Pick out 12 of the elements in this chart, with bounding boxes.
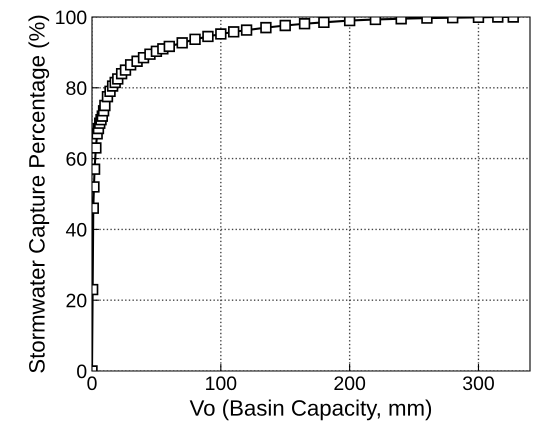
y-tick-label: 100 [56, 10, 86, 24]
x-axis-title: Vo (Basin Capacity, mm) [190, 400, 432, 420]
x-tick-label: 200 [334, 376, 366, 390]
x-tick-label: 300 [462, 376, 494, 390]
x-tick-label: 100 [206, 376, 236, 390]
y-tick-label: 20 [66, 294, 86, 308]
y-axis-title: Stormwater Capture Percentage (%) [28, 16, 50, 373]
y-tick-label: 60 [66, 152, 86, 166]
y-tick-label: 80 [66, 81, 86, 96]
y-tick-label: 0 [77, 364, 86, 378]
x-tick-label: 0 [87, 376, 97, 390]
y-tick-label: 40 [66, 222, 86, 237]
